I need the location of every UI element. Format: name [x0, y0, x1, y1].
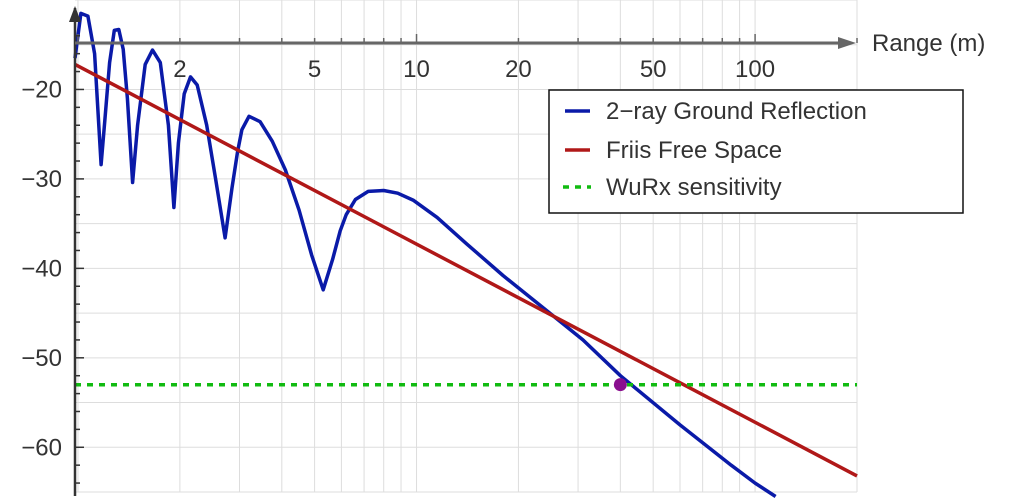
x-tick-label: 2: [173, 56, 186, 83]
axis-layer: [69, 6, 858, 496]
y-tick-label: −60: [21, 434, 62, 461]
x-tick-label: 10: [403, 56, 430, 83]
y-tick-label: −20: [21, 76, 62, 103]
series-line-friis: [74, 62, 858, 478]
x-axis-arrowhead: [838, 37, 856, 49]
labels-layer: 2 5 10 20 50 100 −20 −30 −40 −50 −60 Range (m): [21, 30, 985, 461]
y-tick-label: −50: [21, 345, 62, 372]
x-tick-label: 100: [735, 56, 775, 83]
x-tick-label: 50: [640, 56, 667, 83]
x-tick-label: 5: [308, 56, 321, 83]
data-point-intersection: [613, 378, 627, 392]
y-tick-label: −40: [21, 255, 62, 282]
legend: 2−ray Ground Reflection Friis Free Space…: [548, 89, 964, 214]
x-axis-label: Range (m): [872, 30, 985, 57]
legend-label-friis: Friis Free Space: [606, 137, 782, 164]
x-tick-label: 20: [505, 56, 532, 83]
legend-box: [548, 89, 964, 214]
legend-label-2ray: 2−ray Ground Reflection: [606, 98, 867, 125]
legend-label-wurx: WuRx sensitivity: [606, 174, 782, 201]
y-tick-label: −30: [21, 166, 62, 193]
